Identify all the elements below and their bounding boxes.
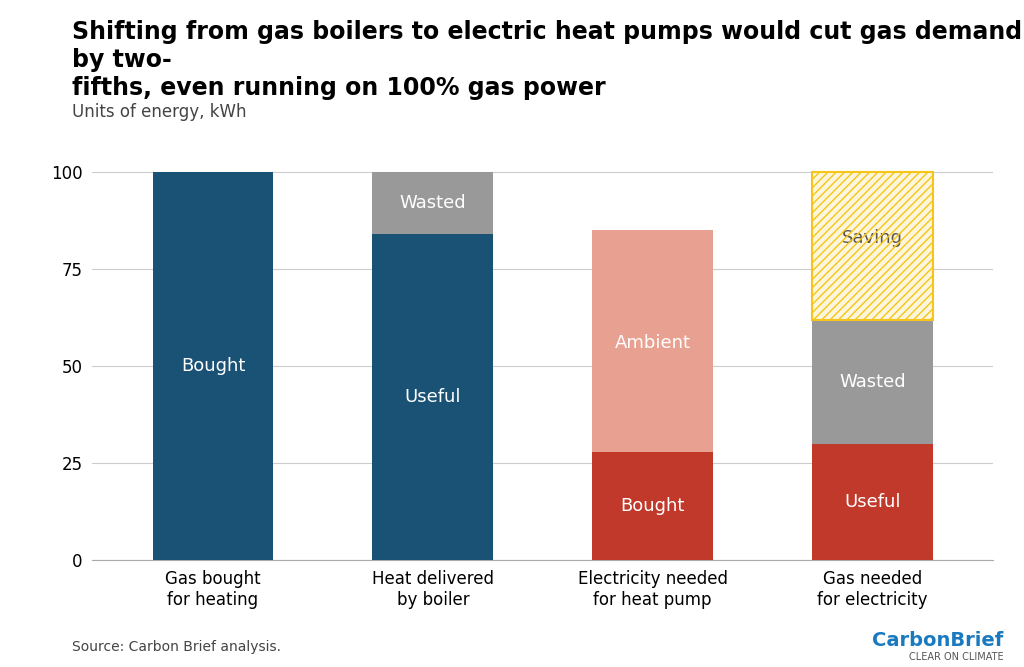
Text: Useful: Useful (404, 388, 461, 406)
Text: Shifting from gas boilers to electric heat pumps would cut gas demand by two-
fi: Shifting from gas boilers to electric he… (72, 20, 1022, 99)
Text: Bought: Bought (621, 497, 685, 515)
Bar (812, 172, 933, 319)
Bar (812, 172, 933, 319)
Text: Saving: Saving (842, 229, 903, 247)
Bar (373, 234, 494, 560)
Bar (592, 230, 713, 452)
Text: Units of energy, kWh: Units of energy, kWh (72, 103, 246, 121)
Text: Useful: Useful (844, 493, 901, 511)
Text: Ambient: Ambient (614, 334, 690, 352)
Bar (592, 452, 713, 560)
Text: CLEAR ON CLIMATE: CLEAR ON CLIMATE (909, 652, 1004, 662)
Text: Bought: Bought (181, 358, 245, 376)
Bar (812, 319, 933, 444)
Bar (812, 444, 933, 560)
Bar (373, 172, 494, 234)
Text: Wasted: Wasted (839, 373, 905, 391)
Text: CarbonBrief: CarbonBrief (872, 632, 1004, 650)
Bar (812, 172, 933, 319)
Text: Wasted: Wasted (399, 194, 466, 212)
Bar (153, 172, 273, 560)
Text: Source: Carbon Brief analysis.: Source: Carbon Brief analysis. (72, 640, 281, 654)
